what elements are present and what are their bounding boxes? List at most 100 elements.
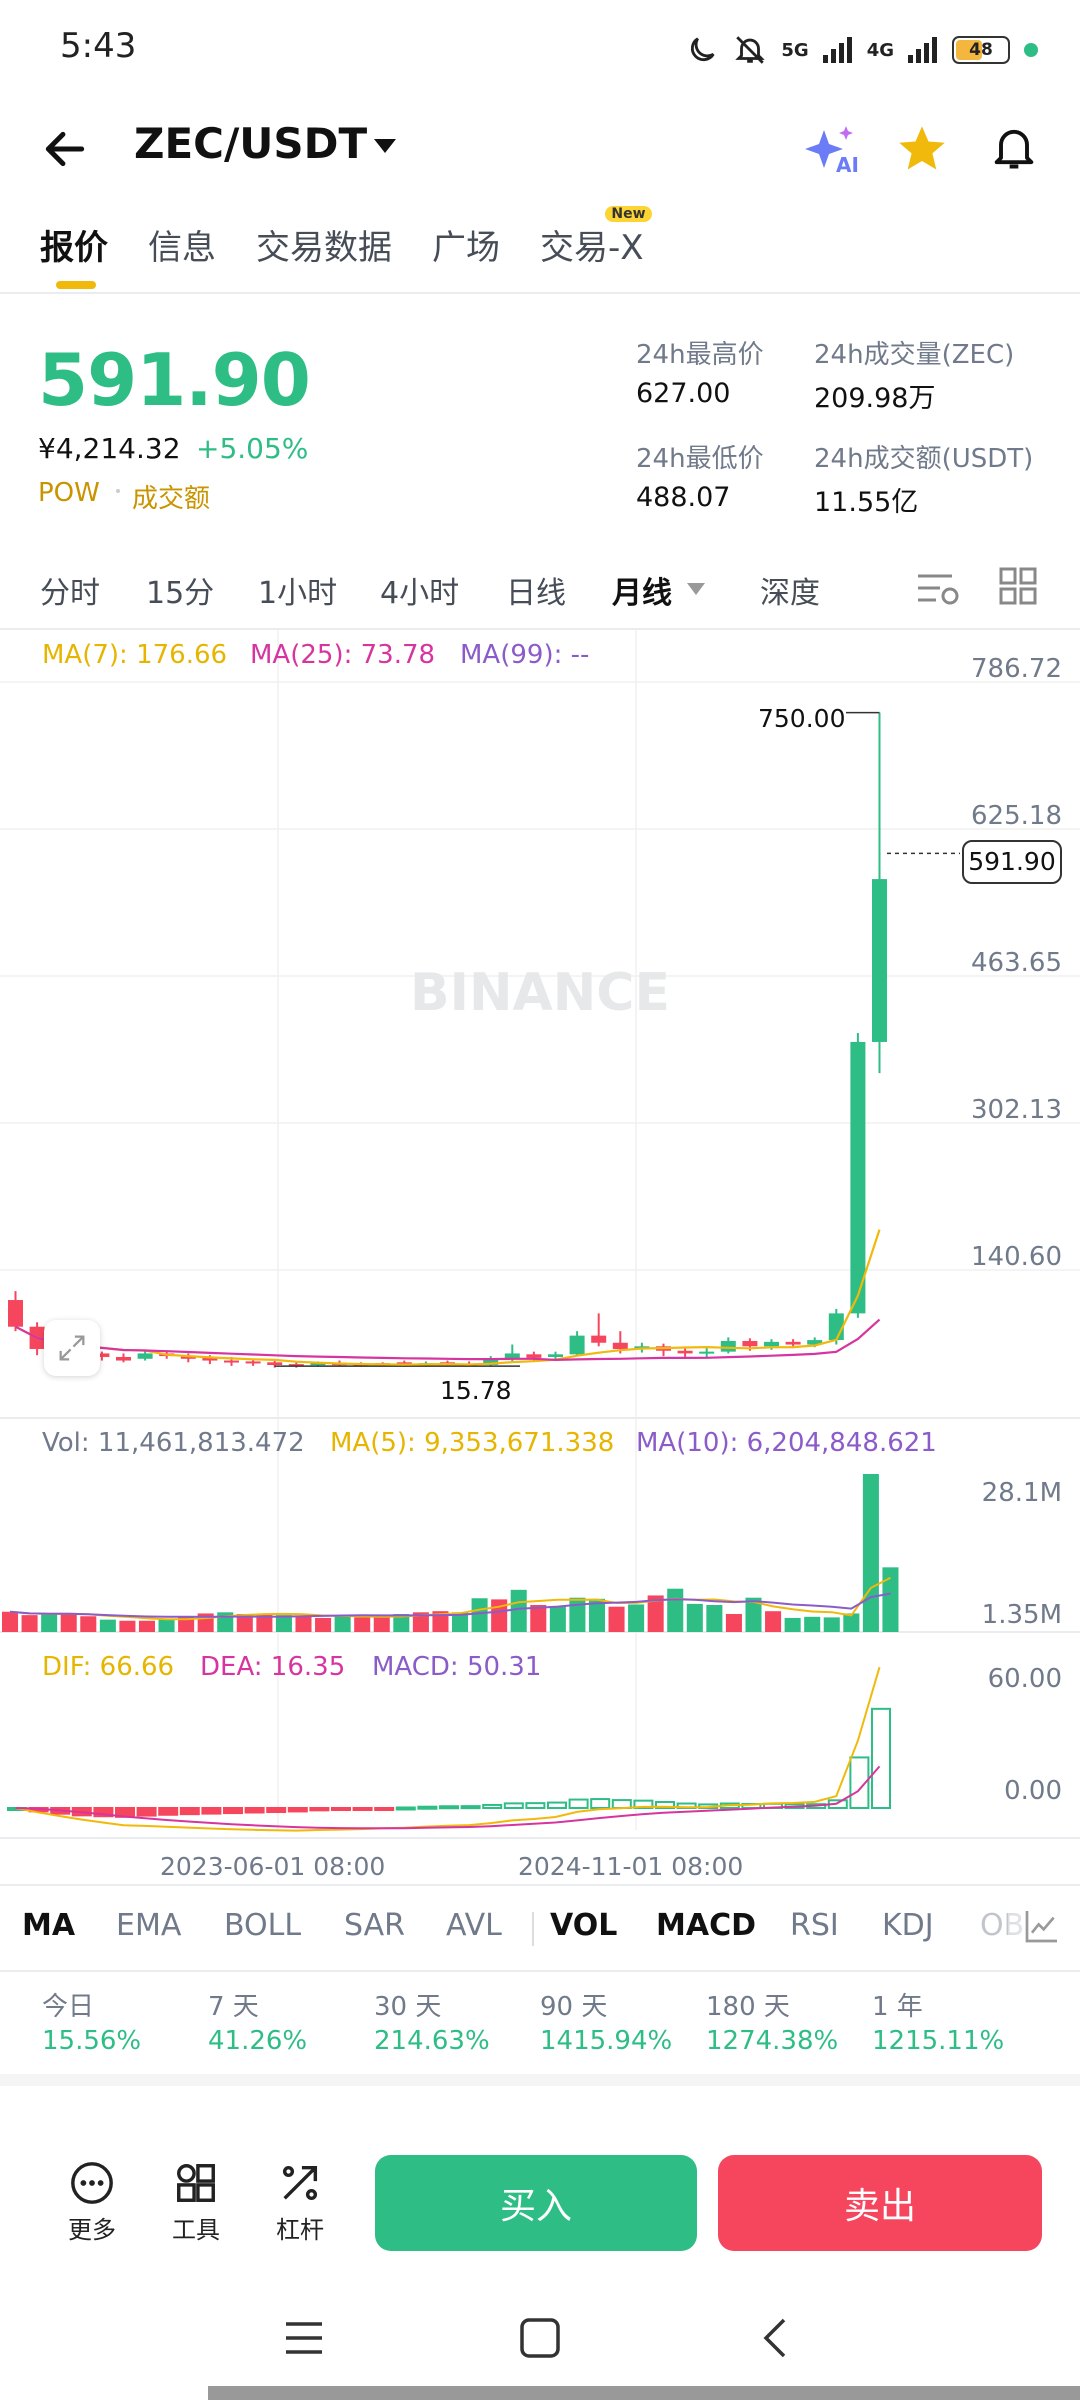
main-tabs: 报价 信息 交易数据 广场 交易-X New: [40, 206, 652, 289]
candle-body: [699, 1351, 715, 1354]
tab-trade-x[interactable]: 交易-X New: [540, 206, 652, 269]
indicator-ema[interactable]: EMA: [116, 1908, 182, 1943]
tab-square[interactable]: 广场: [432, 228, 500, 268]
low-label: 24h最低价: [636, 444, 764, 474]
volume-bar: [569, 1597, 586, 1632]
more-button[interactable]: 更多: [56, 2160, 128, 2250]
indicator-sar[interactable]: SAR: [344, 1908, 405, 1943]
perf-label: 1 年: [872, 1992, 923, 2022]
candle-body: [720, 1340, 736, 1352]
volume-bar: [549, 1606, 566, 1632]
tab-info[interactable]: 信息: [148, 228, 216, 268]
macd-histogram-bar: [352, 1807, 373, 1811]
tab-quote[interactable]: 报价: [40, 220, 108, 289]
back-arrow-icon[interactable]: [40, 124, 90, 174]
candle-body: [677, 1350, 693, 1354]
indicator-macd[interactable]: MACD: [656, 1908, 756, 1943]
more-label: 更多: [68, 2216, 116, 2244]
legend-macd: MACD: 50.31: [372, 1652, 542, 1682]
perf-value: 1415.94%: [540, 2026, 673, 2056]
volume-bar: [99, 1619, 116, 1632]
candle-body: [742, 1340, 758, 1347]
volume-bar: [256, 1614, 273, 1632]
more-dots-icon: [71, 2162, 113, 2204]
indicator-boll[interactable]: BOLL: [224, 1908, 302, 1943]
volume-bar: [138, 1620, 155, 1632]
interval-depth[interactable]: 深度: [760, 576, 820, 611]
nav-menu-icon[interactable]: [282, 2318, 326, 2358]
legend-dea: DEA: 16.35: [200, 1652, 346, 1682]
vol-quote-label: 24h成交额(USDT): [814, 444, 1034, 474]
perf-label: 今日: [42, 1992, 95, 2022]
favorite-star-icon[interactable]: [896, 122, 948, 174]
macd-histogram-bar: [331, 1807, 351, 1811]
indicator-rsi[interactable]: RSI: [790, 1908, 839, 1943]
nav-back-icon[interactable]: [758, 2316, 794, 2360]
indicator-kdj[interactable]: KDJ: [882, 1908, 934, 1943]
perf-label: 7 天: [208, 1992, 259, 2022]
sell-button[interactable]: 卖出: [718, 2155, 1042, 2251]
indicator-ma[interactable]: MA: [22, 1908, 76, 1943]
perf-value: 1274.38%: [706, 2026, 839, 2056]
volume-bar: [412, 1612, 429, 1632]
candle-body: [202, 1357, 218, 1361]
interval-1h[interactable]: 1小时: [258, 576, 338, 611]
interval-caret-icon[interactable]: [686, 582, 706, 596]
volume-bar: [80, 1616, 97, 1632]
tab-trading-data[interactable]: 交易数据: [256, 228, 392, 268]
volume-bar: [608, 1606, 625, 1632]
tag-pow[interactable]: POW: [38, 478, 100, 508]
nav-home-icon[interactable]: [518, 2316, 562, 2360]
interval-15m[interactable]: 15分: [146, 576, 215, 611]
price-change: +5.05%: [196, 432, 309, 465]
chart-settings-icon[interactable]: [916, 568, 960, 610]
svg-text:AI: AI: [836, 153, 859, 176]
candle-body: [310, 1363, 326, 1366]
indicator-chart-icon[interactable]: [1022, 1906, 1062, 1946]
ai-sparkle-icon[interactable]: AI: [802, 124, 860, 176]
candle-body: [137, 1353, 153, 1359]
indicator-vol[interactable]: VOL: [550, 1908, 618, 1943]
volume-bar: [706, 1605, 723, 1632]
candle-body: [807, 1340, 823, 1345]
volume-bar: [588, 1598, 605, 1632]
interval-1d[interactable]: 日线: [506, 576, 566, 611]
bell-muted-icon: [735, 36, 766, 64]
indicator-avl[interactable]: AVL: [446, 1908, 502, 1943]
privacy-dot: [1024, 43, 1038, 57]
interval-1M[interactable]: 月线: [612, 576, 672, 611]
moon-icon: [691, 37, 715, 62]
macd-histogram-bar: [568, 1798, 589, 1809]
candle-body: [267, 1362, 283, 1365]
candle-body: [850, 1041, 866, 1314]
volume-bar: [471, 1598, 488, 1632]
buy-button[interactable]: 买入: [375, 2155, 697, 2251]
volume-bar: [823, 1617, 840, 1632]
grid-layout-icon[interactable]: [998, 566, 1038, 606]
volume-bar: [60, 1613, 77, 1632]
leverage-button[interactable]: 杠杆: [264, 2160, 336, 2250]
dif-line: [15, 1666, 881, 1832]
interval-4h[interactable]: 4小时: [380, 576, 460, 611]
perf-label: 90 天: [540, 1992, 608, 2022]
indicator-tabs: MA EMA BOLL SAR AVL VOL MACD RSI KDJ OB: [20, 1908, 1060, 1952]
binance-watermark: BINANCE: [410, 963, 670, 1023]
candle-body: [526, 1354, 542, 1358]
macd-histogram-bar: [266, 1807, 287, 1813]
pair-title[interactable]: ZEC/USDT: [134, 119, 368, 168]
candle-body: [612, 1342, 628, 1349]
expand-icon: [59, 1335, 85, 1361]
caret-down-icon[interactable]: [372, 136, 398, 156]
tag-volume[interactable]: 成交额: [132, 484, 211, 514]
bell-icon[interactable]: [988, 120, 1040, 174]
tools-button[interactable]: 工具: [160, 2160, 232, 2250]
candle-body: [288, 1364, 304, 1367]
status-icons: 5G 4G 48: [685, 28, 1038, 72]
macd-histogram-bar: [179, 1807, 200, 1816]
kline-chart[interactable]: BINANCE: [0, 630, 1080, 1860]
macd-histogram-bar: [503, 1802, 524, 1810]
macd-histogram-bar: [244, 1807, 265, 1814]
volume-bar: [667, 1588, 684, 1632]
expand-chart-button[interactable]: [44, 1320, 100, 1376]
interval-time[interactable]: 分时: [40, 576, 100, 611]
